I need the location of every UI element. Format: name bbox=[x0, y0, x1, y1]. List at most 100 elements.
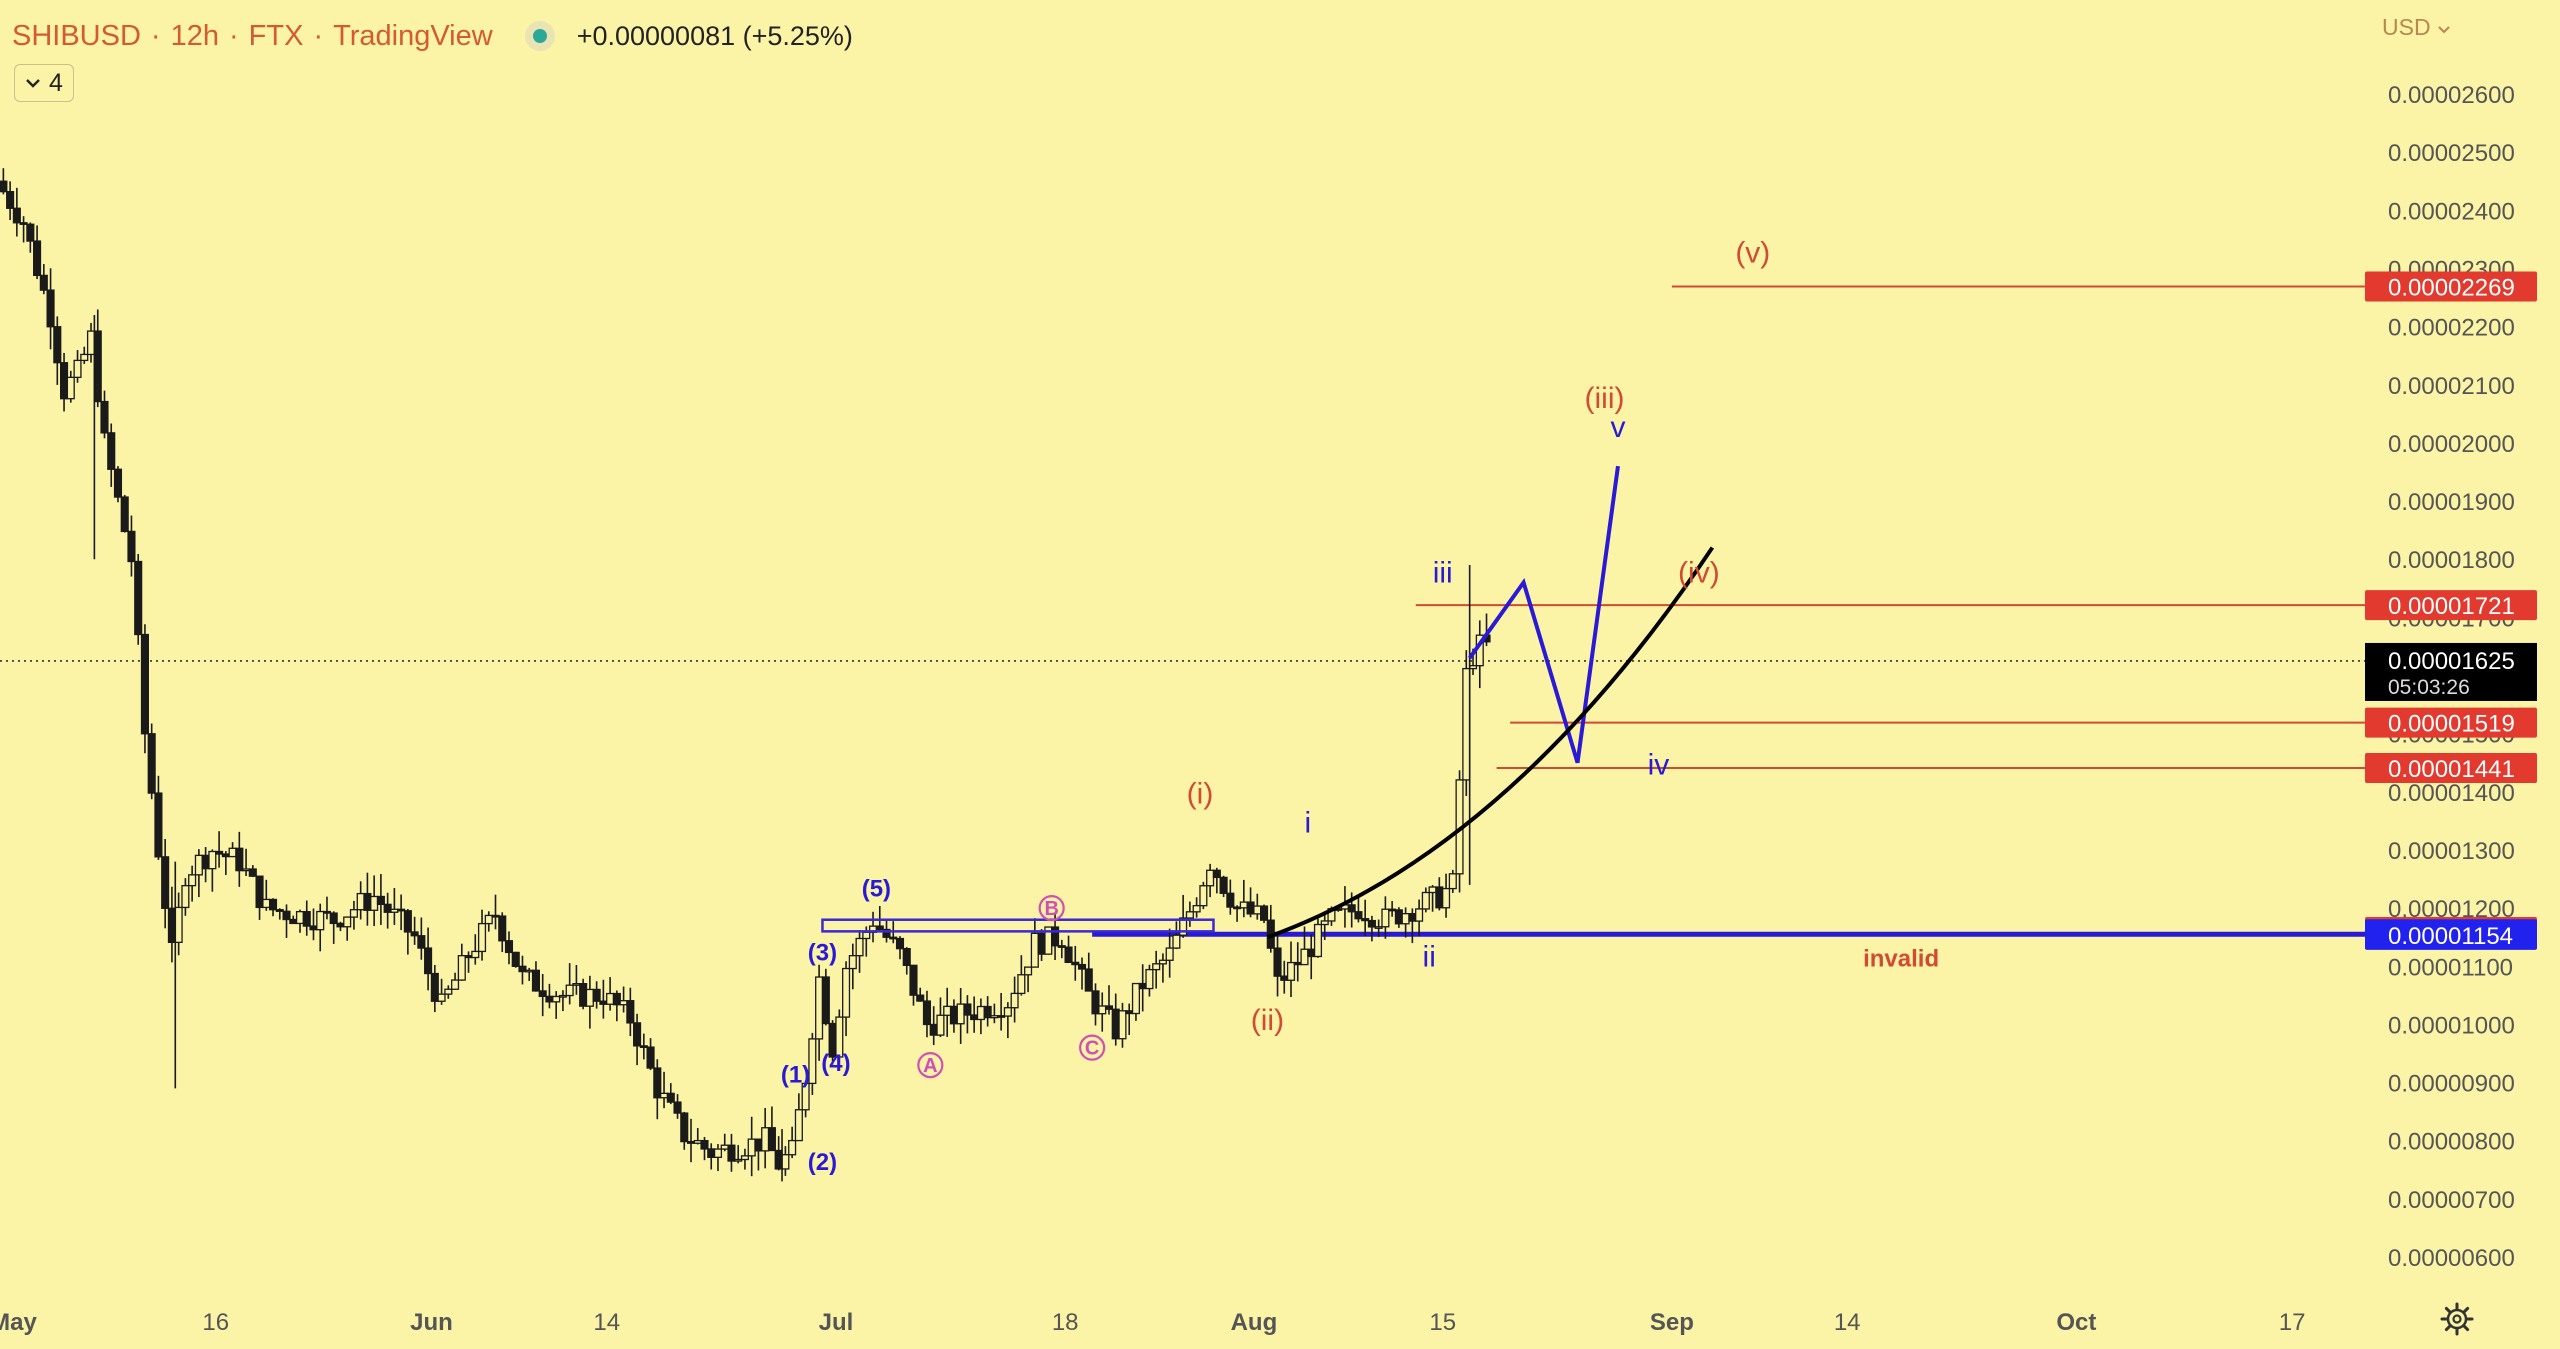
candle bbox=[794, 1093, 803, 1142]
candle bbox=[1354, 894, 1363, 923]
time-tick-label: 15 bbox=[1429, 1309, 1456, 1336]
candle bbox=[1286, 941, 1296, 997]
svg-text:(iii): (iii) bbox=[1585, 382, 1625, 415]
candle bbox=[1111, 993, 1120, 1046]
candle bbox=[1313, 918, 1323, 958]
range-box[interactable] bbox=[821, 918, 1215, 933]
candle bbox=[855, 930, 864, 973]
candle bbox=[316, 903, 325, 952]
candle bbox=[322, 896, 332, 920]
candle bbox=[585, 975, 594, 1029]
market-status-icon[interactable] bbox=[524, 21, 555, 51]
time-tick-label: Sep bbox=[1650, 1309, 1694, 1336]
separator: · bbox=[313, 19, 324, 52]
candle bbox=[619, 986, 628, 1013]
candle bbox=[356, 881, 365, 920]
time-axis[interactable]: May 16 Jun 14 Jul 18 Aug 15 Sep 14 Oct 17 bbox=[0, 1309, 2305, 1336]
candle bbox=[221, 851, 230, 876]
candle bbox=[59, 352, 69, 412]
candle bbox=[66, 370, 75, 403]
candle bbox=[612, 990, 621, 1022]
price-tick-label: 0.00000600 bbox=[2388, 1245, 2515, 1272]
candle bbox=[835, 1009, 844, 1060]
candle bbox=[491, 894, 500, 930]
indicator-toggle[interactable]: 4 bbox=[14, 64, 74, 102]
platform: TradingView bbox=[333, 19, 493, 52]
candle bbox=[895, 936, 905, 960]
svg-text:v: v bbox=[1610, 411, 1625, 444]
candle bbox=[329, 911, 338, 944]
wave-label: B bbox=[1038, 894, 1065, 922]
time-tick-label: Jul bbox=[819, 1309, 854, 1336]
price-label[interactable]: 0.00002269 bbox=[2365, 271, 2537, 302]
candle bbox=[734, 1145, 743, 1164]
candle bbox=[167, 886, 176, 963]
candle bbox=[983, 996, 992, 1027]
candle bbox=[262, 879, 271, 911]
candle bbox=[727, 1133, 736, 1172]
projection-path[interactable] bbox=[1468, 465, 1620, 764]
candle bbox=[700, 1136, 709, 1161]
candle bbox=[208, 849, 217, 892]
gear-icon[interactable] bbox=[2440, 1302, 2474, 1336]
price-axis[interactable]: 0.000026000.000025000.000024000.00002300… bbox=[2388, 82, 2515, 1272]
candle bbox=[410, 916, 419, 945]
price-label[interactable]: 0.00001154 bbox=[2365, 919, 2537, 950]
price-label[interactable]: 0.00001721 bbox=[2365, 590, 2537, 621]
time-tick-label: May bbox=[0, 1309, 37, 1336]
candle bbox=[140, 624, 149, 754]
candle bbox=[868, 911, 878, 943]
candle bbox=[484, 911, 493, 932]
candle bbox=[1118, 1002, 1127, 1048]
interval[interactable]: 12h bbox=[170, 19, 219, 52]
candle bbox=[936, 997, 945, 1038]
candle bbox=[120, 494, 129, 533]
candle bbox=[194, 849, 203, 898]
candle bbox=[504, 931, 514, 965]
candle bbox=[464, 951, 473, 973]
svg-text:0.00001625: 0.00001625 bbox=[2388, 648, 2515, 675]
candle bbox=[188, 865, 197, 902]
price-label[interactable]: 0.00001519 bbox=[2365, 707, 2537, 738]
svg-text:C: C bbox=[1085, 1038, 1099, 1060]
candle bbox=[1226, 879, 1235, 915]
svg-text:(i): (i) bbox=[1187, 777, 1214, 810]
candle bbox=[73, 350, 82, 383]
candle bbox=[1192, 897, 1201, 918]
candle bbox=[599, 979, 608, 1019]
time-tick-label: 14 bbox=[1834, 1309, 1861, 1336]
price-tick-label: 0.00002100 bbox=[2388, 373, 2515, 400]
symbol[interactable]: SHIBUSD bbox=[12, 19, 141, 52]
svg-text:0.00001154: 0.00001154 bbox=[2388, 923, 2513, 950]
candle bbox=[1442, 873, 1451, 918]
currency-selector[interactable]: USD bbox=[2382, 14, 2451, 41]
candle bbox=[1320, 914, 1329, 940]
svg-text:A: A bbox=[923, 1055, 937, 1077]
candle bbox=[808, 1032, 817, 1095]
candle bbox=[1084, 952, 1093, 992]
candle bbox=[471, 934, 480, 965]
candle bbox=[538, 973, 547, 1017]
price-tick-label: 0.00002200 bbox=[2388, 315, 2515, 342]
svg-text:(iv): (iv) bbox=[1678, 556, 1720, 589]
price-label[interactable]: 0.00001441 bbox=[2365, 752, 2537, 783]
candle bbox=[1448, 869, 1457, 893]
candle bbox=[1239, 879, 1248, 918]
candle bbox=[552, 991, 561, 1019]
candle bbox=[80, 346, 89, 364]
parabolic-curve[interactable] bbox=[1266, 546, 1715, 940]
candle bbox=[707, 1143, 716, 1170]
candle bbox=[248, 865, 257, 878]
price-tick-label: 0.00001300 bbox=[2388, 838, 2515, 865]
candles bbox=[0, 168, 1491, 1182]
candle bbox=[1381, 896, 1390, 939]
candle bbox=[1098, 992, 1107, 1032]
candle bbox=[518, 955, 527, 985]
candle bbox=[1091, 983, 1100, 1026]
svg-text:0.00002269: 0.00002269 bbox=[2388, 274, 2515, 301]
price-tick-label: 0.00001100 bbox=[2388, 954, 2513, 981]
